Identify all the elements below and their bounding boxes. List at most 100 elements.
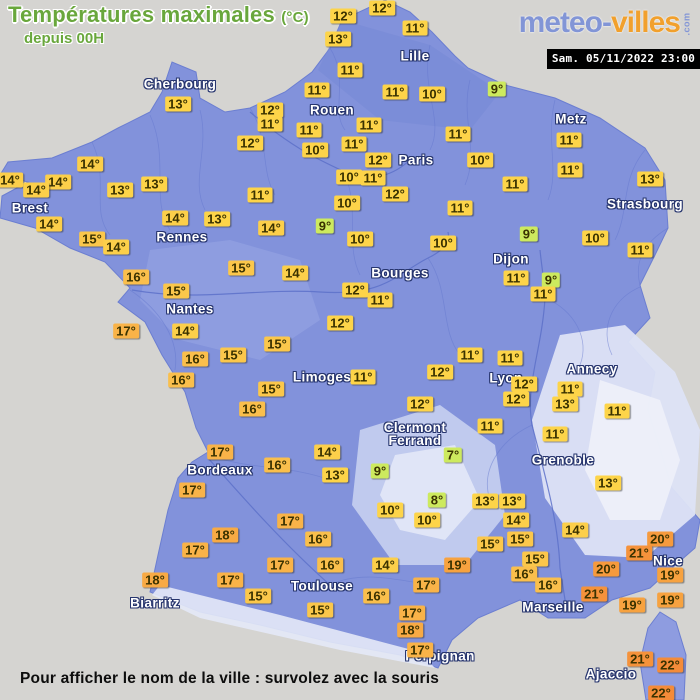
temp-badge[interactable]: 12° <box>407 396 433 412</box>
temp-badge[interactable]: 14° <box>372 557 398 573</box>
temp-badge[interactable]: 10° <box>430 235 456 251</box>
temp-badge[interactable]: 17° <box>267 557 293 573</box>
temp-badge[interactable]: 10° <box>414 512 440 528</box>
temp-badge[interactable]: 15° <box>522 551 548 567</box>
temp-badge[interactable]: 22° <box>648 685 674 700</box>
temp-badge[interactable]: 11° <box>360 170 386 186</box>
temp-badge[interactable]: 17° <box>182 542 208 558</box>
temp-badge[interactable]: 15° <box>307 602 333 618</box>
temp-badge[interactable]: 17° <box>207 444 233 460</box>
temp-badge[interactable]: 9° <box>315 218 335 234</box>
temp-badge[interactable]: 12° <box>330 8 356 24</box>
temp-badge[interactable]: 17° <box>113 323 139 339</box>
site-logo[interactable]: meteo-villes <box>519 6 681 40</box>
temp-badge[interactable]: 16° <box>264 457 290 473</box>
temp-badge[interactable]: 12° <box>257 102 283 118</box>
temp-badge[interactable]: 11° <box>477 418 503 434</box>
temp-badge[interactable]: 14° <box>162 210 188 226</box>
temp-badge[interactable]: 11° <box>503 270 529 286</box>
temp-badge[interactable]: 11° <box>445 126 471 142</box>
temp-badge[interactable]: 14° <box>258 220 284 236</box>
temp-badge[interactable]: 10° <box>419 86 445 102</box>
temp-badge[interactable]: 16° <box>123 269 149 285</box>
temp-badge[interactable]: 17° <box>179 482 205 498</box>
temp-badge[interactable]: 14° <box>23 182 49 198</box>
temp-badge[interactable]: 11° <box>337 62 363 78</box>
temp-badge[interactable]: 15° <box>264 336 290 352</box>
temp-badge[interactable]: 11° <box>356 117 382 133</box>
temp-badge[interactable]: 12° <box>503 391 529 407</box>
temp-badge[interactable]: 11° <box>530 286 556 302</box>
temp-badge[interactable]: 7° <box>443 447 463 463</box>
temp-badge[interactable]: 11° <box>402 20 428 36</box>
temp-badge[interactable]: 17° <box>277 513 303 529</box>
temp-badge[interactable]: 14° <box>282 265 308 281</box>
temp-badge[interactable]: 13° <box>165 96 191 112</box>
temp-badge[interactable]: 11° <box>457 347 483 363</box>
temp-badge[interactable]: 13° <box>325 31 351 47</box>
temp-badge[interactable]: 14° <box>172 323 198 339</box>
temp-badge[interactable]: 15° <box>79 231 105 247</box>
temp-badge[interactable]: 11° <box>557 162 583 178</box>
temp-badge[interactable]: 11° <box>247 187 273 203</box>
temp-badge[interactable]: 18° <box>212 527 238 543</box>
temp-badge[interactable]: 15° <box>258 381 284 397</box>
temp-badge[interactable]: 18° <box>142 572 168 588</box>
temp-badge[interactable]: 11° <box>557 381 583 397</box>
temp-badge[interactable]: 12° <box>427 364 453 380</box>
temp-badge[interactable]: 13° <box>322 467 348 483</box>
temp-badge[interactable]: 14° <box>314 444 340 460</box>
temp-badge[interactable]: 12° <box>369 0 395 16</box>
temp-badge[interactable]: 15° <box>163 283 189 299</box>
temp-badge[interactable]: 15° <box>245 588 271 604</box>
temp-badge[interactable]: 14° <box>103 239 129 255</box>
temp-badge[interactable]: 12° <box>365 152 391 168</box>
temp-badge[interactable]: 12° <box>327 315 353 331</box>
temp-badge[interactable]: 12° <box>342 282 368 298</box>
temp-badge[interactable]: 9° <box>541 272 561 288</box>
temp-badge[interactable]: 15° <box>507 531 533 547</box>
temp-badge[interactable]: 13° <box>141 176 167 192</box>
temp-badge[interactable]: 14° <box>0 172 23 188</box>
temp-badge[interactable]: 16° <box>535 577 561 593</box>
temp-badge[interactable]: 10° <box>467 152 493 168</box>
temp-badge[interactable]: 10° <box>347 231 373 247</box>
temp-badge[interactable]: 15° <box>228 260 254 276</box>
temp-badge[interactable]: 16° <box>168 372 194 388</box>
temp-badge[interactable]: 19° <box>657 592 683 608</box>
temp-badge[interactable]: 20° <box>647 531 673 547</box>
temp-badge[interactable]: 17° <box>217 572 243 588</box>
temp-badge[interactable]: 11° <box>556 132 582 148</box>
temp-badge[interactable]: 9° <box>370 463 390 479</box>
temp-badge[interactable]: 14° <box>45 174 71 190</box>
temp-badge[interactable]: 10° <box>377 502 403 518</box>
temp-badge[interactable]: 13° <box>499 493 525 509</box>
temp-badge[interactable]: 11° <box>604 403 630 419</box>
temp-badge[interactable]: 11° <box>296 122 322 138</box>
temp-badge[interactable]: 12° <box>511 376 537 392</box>
temp-badge[interactable]: 21° <box>627 651 653 667</box>
temp-badge[interactable]: 16° <box>317 557 343 573</box>
temp-badge[interactable]: 16° <box>239 401 265 417</box>
temp-badge[interactable]: 14° <box>562 522 588 538</box>
temp-badge[interactable]: 13° <box>204 211 230 227</box>
temp-badge[interactable]: 10° <box>302 142 328 158</box>
temp-badge[interactable]: 11° <box>542 426 568 442</box>
temp-badge[interactable]: 16° <box>305 531 331 547</box>
temp-badge[interactable]: 20° <box>593 561 619 577</box>
temp-badge[interactable]: 19° <box>657 567 683 583</box>
temp-badge[interactable]: 14° <box>77 156 103 172</box>
temp-badge[interactable]: 11° <box>497 350 523 366</box>
temp-badge[interactable]: 19° <box>619 597 645 613</box>
temp-badge[interactable]: 10° <box>334 195 360 211</box>
temp-badge[interactable]: 11° <box>341 136 367 152</box>
temp-badge[interactable]: 21° <box>626 545 652 561</box>
temp-badge[interactable]: 9° <box>519 226 539 242</box>
temp-badge[interactable]: 11° <box>350 369 376 385</box>
temp-badge[interactable]: 12° <box>237 135 263 151</box>
temp-badge[interactable]: 14° <box>36 216 62 232</box>
temp-badge[interactable]: 13° <box>595 475 621 491</box>
temp-badge[interactable]: 21° <box>581 586 607 602</box>
temp-badge[interactable]: 11° <box>367 292 393 308</box>
temp-badge[interactable]: 15° <box>220 347 246 363</box>
